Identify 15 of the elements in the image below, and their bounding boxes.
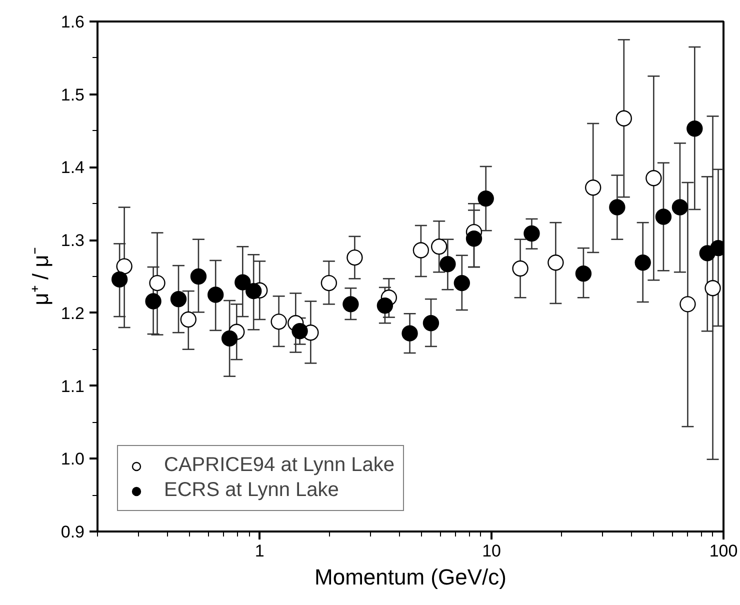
y-tick-label: 1.4 xyxy=(60,158,85,178)
y-tick-label: 1.2 xyxy=(60,304,85,323)
y-tick-label: 1.1 xyxy=(60,376,85,396)
legend-label: ECRS at Lynn Lake xyxy=(164,479,339,502)
y-tick-label: 1.6 xyxy=(60,12,85,32)
y-tick-label: 1.5 xyxy=(60,85,85,104)
x-tick-label: 10 xyxy=(482,542,502,560)
legend-label: CAPRICE94 at Lynn Lake xyxy=(164,454,394,477)
x-axis-title: Momentum (GeV/c) xyxy=(314,564,506,590)
x-tick-label: 100 xyxy=(709,542,738,560)
y-tick-label: 1.0 xyxy=(60,450,85,469)
y-axis-title: μ⁺ / μ⁻ xyxy=(28,248,53,306)
y-tick-label: 1.3 xyxy=(60,231,85,250)
y-tick-label: 0.9 xyxy=(60,522,85,542)
x-tick-label: 1 xyxy=(254,542,264,560)
